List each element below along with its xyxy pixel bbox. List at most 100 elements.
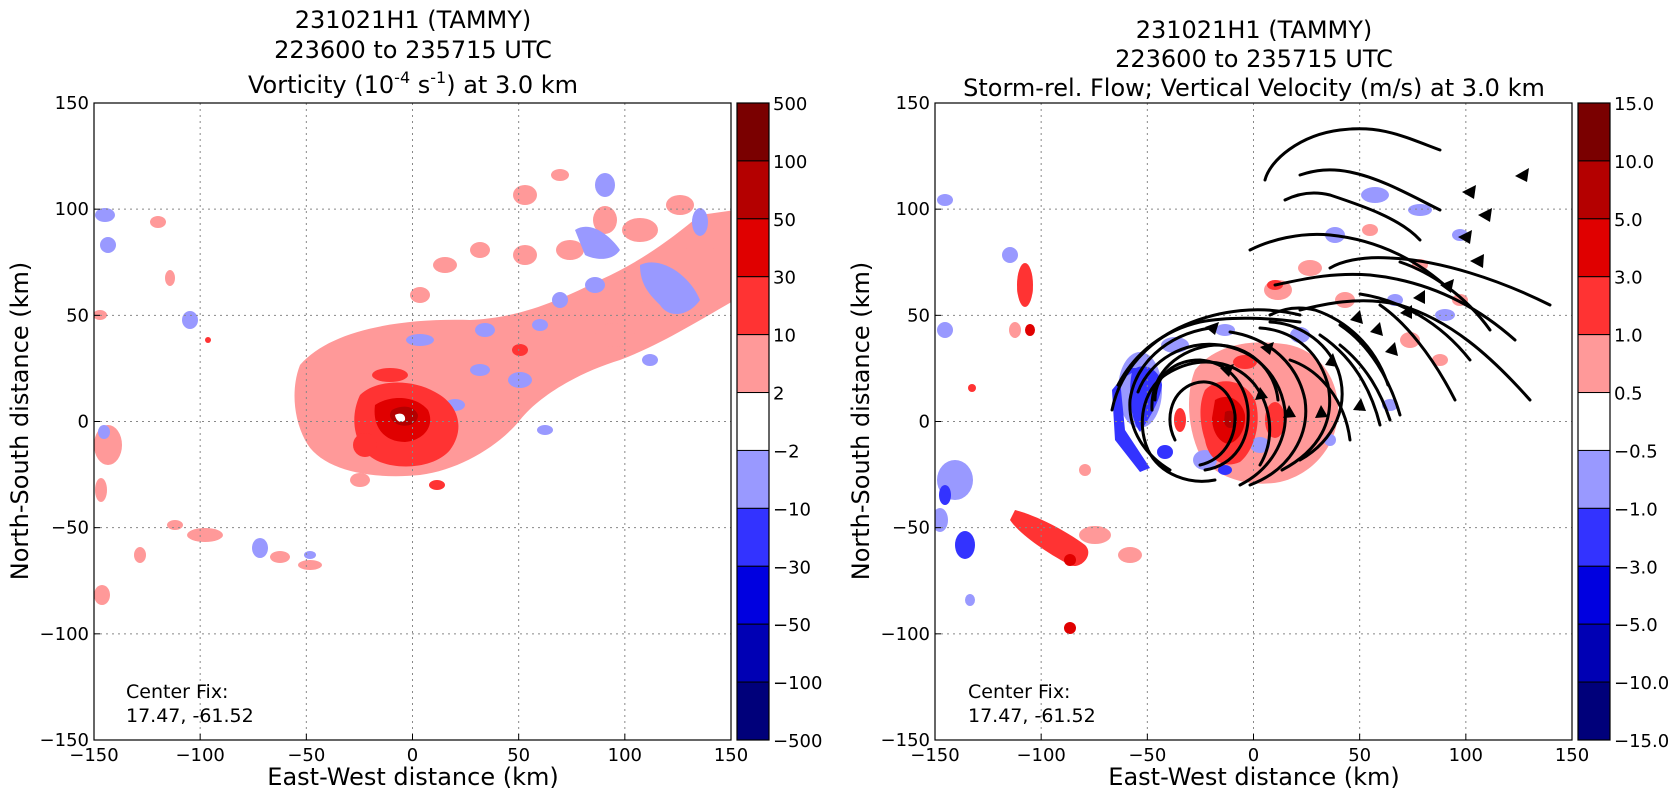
left-x-axis-label: East-West distance (km) <box>267 763 558 791</box>
streamline <box>1298 168 1442 212</box>
flow-arrow <box>1478 208 1492 222</box>
flow-arrow <box>1440 279 1454 293</box>
streamline <box>1228 330 1308 487</box>
left-colorbar-swatch <box>736 507 770 567</box>
left-colorbar-label: −30 <box>773 557 811 578</box>
right-title-line-1: 231021H1 (TAMMY) <box>1136 16 1373 44</box>
right-colorbar-swatch <box>1577 449 1611 509</box>
left-colorbar-swatch <box>736 276 770 336</box>
left-x-tick-label: 100 <box>608 745 642 766</box>
streamline <box>1150 343 1280 412</box>
right-y-tick-label: −100 <box>881 624 930 645</box>
right-y-tick-label: 0 <box>919 412 930 433</box>
flow-arrow <box>1315 405 1328 418</box>
left-colorbar-swatch <box>736 392 770 451</box>
right-colorbar-swatch <box>1577 218 1611 278</box>
right-center-fix-label: Center Fix: <box>968 681 1070 703</box>
flow-arrow <box>1458 230 1472 244</box>
flow-arrow <box>1515 168 1529 182</box>
streamline <box>1140 360 1272 483</box>
left-field <box>94 169 731 605</box>
flow-arrow <box>1413 290 1425 304</box>
flow-arrow <box>1260 342 1274 355</box>
streamline <box>1338 323 1402 417</box>
right-x-tick-label: 150 <box>1555 745 1589 766</box>
right-x-tick-label: 0 <box>1248 745 1259 766</box>
right-colorbar-label: −0.5 <box>1614 441 1658 462</box>
left-center-fix-label: Center Fix: <box>126 681 228 703</box>
flow-arrow <box>1205 322 1219 335</box>
left-y-tick-label: −100 <box>40 624 89 645</box>
streamline <box>1168 380 1237 467</box>
right-colorbar-label: −10.0 <box>1614 673 1669 694</box>
right-colorbar-swatch <box>1577 392 1611 451</box>
right-y-tick-label: 100 <box>896 199 930 220</box>
flow-arrow <box>1462 185 1476 199</box>
left-colorbar-swatch <box>736 218 770 278</box>
right-colorbar-label: 5.0 <box>1614 210 1643 231</box>
left-grid <box>94 103 731 740</box>
right-grid <box>935 103 1572 740</box>
left-x-tick-label: 150 <box>714 745 748 766</box>
flow-arrow <box>1400 305 1412 319</box>
streamline <box>1116 316 1302 387</box>
right-colorbar-swatch <box>1577 623 1611 683</box>
right-colorbar-label: −5.0 <box>1614 615 1658 636</box>
streamline <box>1283 191 1422 242</box>
left-x-tick-label: 0 <box>407 745 418 766</box>
left-colorbar-swatch <box>736 449 770 509</box>
left-title-var-suffix: ) at 3.0 km <box>446 71 578 99</box>
streamline <box>1248 232 1452 292</box>
right-colorbar-label: −15.0 <box>1614 731 1669 752</box>
left-y-axis-label: North-South distance (km) <box>6 262 34 581</box>
right-positive-strong <box>968 263 1285 634</box>
right-y-tick-label: 50 <box>907 305 930 326</box>
right-colorbar-swatch <box>1577 507 1611 567</box>
right-colorbar-swatch <box>1577 160 1611 220</box>
left-colorbar-label: 500 <box>773 94 807 115</box>
streamline <box>1258 326 1332 472</box>
streamline <box>1263 127 1442 182</box>
left-colorbar-label: 2 <box>773 384 784 405</box>
right-colorbar-swatch <box>1577 276 1611 336</box>
right-title-line-2: 223600 to 235715 UTC <box>1115 45 1393 73</box>
streamline <box>1268 306 1390 387</box>
flow-arrow <box>1350 310 1363 324</box>
flow-arrow <box>1255 387 1268 400</box>
right-colorbar-swatch <box>1577 565 1611 625</box>
left-colorbar: 500 100 50 30 10 2 −2 −10 −30 −50 −100 −500 <box>736 94 822 752</box>
left-colorbar-label: −100 <box>773 673 822 694</box>
streamline <box>1328 256 1552 307</box>
right-title-line-3: Storm-rel. Flow; Vertical Velocity (m/s)… <box>963 74 1545 102</box>
right-colorbar-swatch <box>1577 334 1611 394</box>
left-colorbar-label: −10 <box>773 499 811 520</box>
left-title-line-1: 231021H1 (TAMMY) <box>295 6 532 34</box>
left-title-var-prefix: Vorticity (10 <box>248 71 394 99</box>
left-colorbar-swatch <box>736 334 770 394</box>
right-streamlines <box>1110 127 1552 487</box>
flow-arrow <box>1220 364 1234 377</box>
left-y-tick-label: −50 <box>51 518 89 539</box>
right-colorbar-label: 15.0 <box>1614 94 1654 115</box>
right-x-tick-label: 50 <box>1348 745 1371 766</box>
flow-arrow <box>1353 398 1366 411</box>
flow-arrow <box>1370 322 1383 336</box>
right-x-tick-label: 100 <box>1449 745 1483 766</box>
left-y-tick-label: 150 <box>55 93 89 114</box>
left-title-var-mid: s <box>410 71 430 99</box>
left-y-tick-label: 100 <box>55 199 89 220</box>
right-ticks: −150 −100 −50 0 50 100 150 −150 −100 −50 0 50 100 150 <box>881 93 1590 766</box>
right-colorbar-label: −1.0 <box>1614 499 1658 520</box>
left-y-tick-label: 0 <box>78 412 89 433</box>
left-panel: 231021H1 (TAMMY) 223600 to 235715 UTC Vo… <box>6 6 822 791</box>
left-y-tick-label: −150 <box>40 730 89 751</box>
right-x-tick-label: −100 <box>1016 745 1065 766</box>
flow-arrow <box>1470 254 1484 268</box>
right-x-tick-label: −150 <box>910 745 959 766</box>
right-colorbar-label: 1.0 <box>1614 326 1643 347</box>
left-colorbar-label: 10 <box>773 326 796 347</box>
right-colorbar-swatch <box>1577 102 1611 162</box>
left-x-tick-label: −150 <box>69 745 118 766</box>
left-title-exp-2: -1 <box>430 68 446 87</box>
right-colorbar-label: 0.5 <box>1614 384 1643 405</box>
